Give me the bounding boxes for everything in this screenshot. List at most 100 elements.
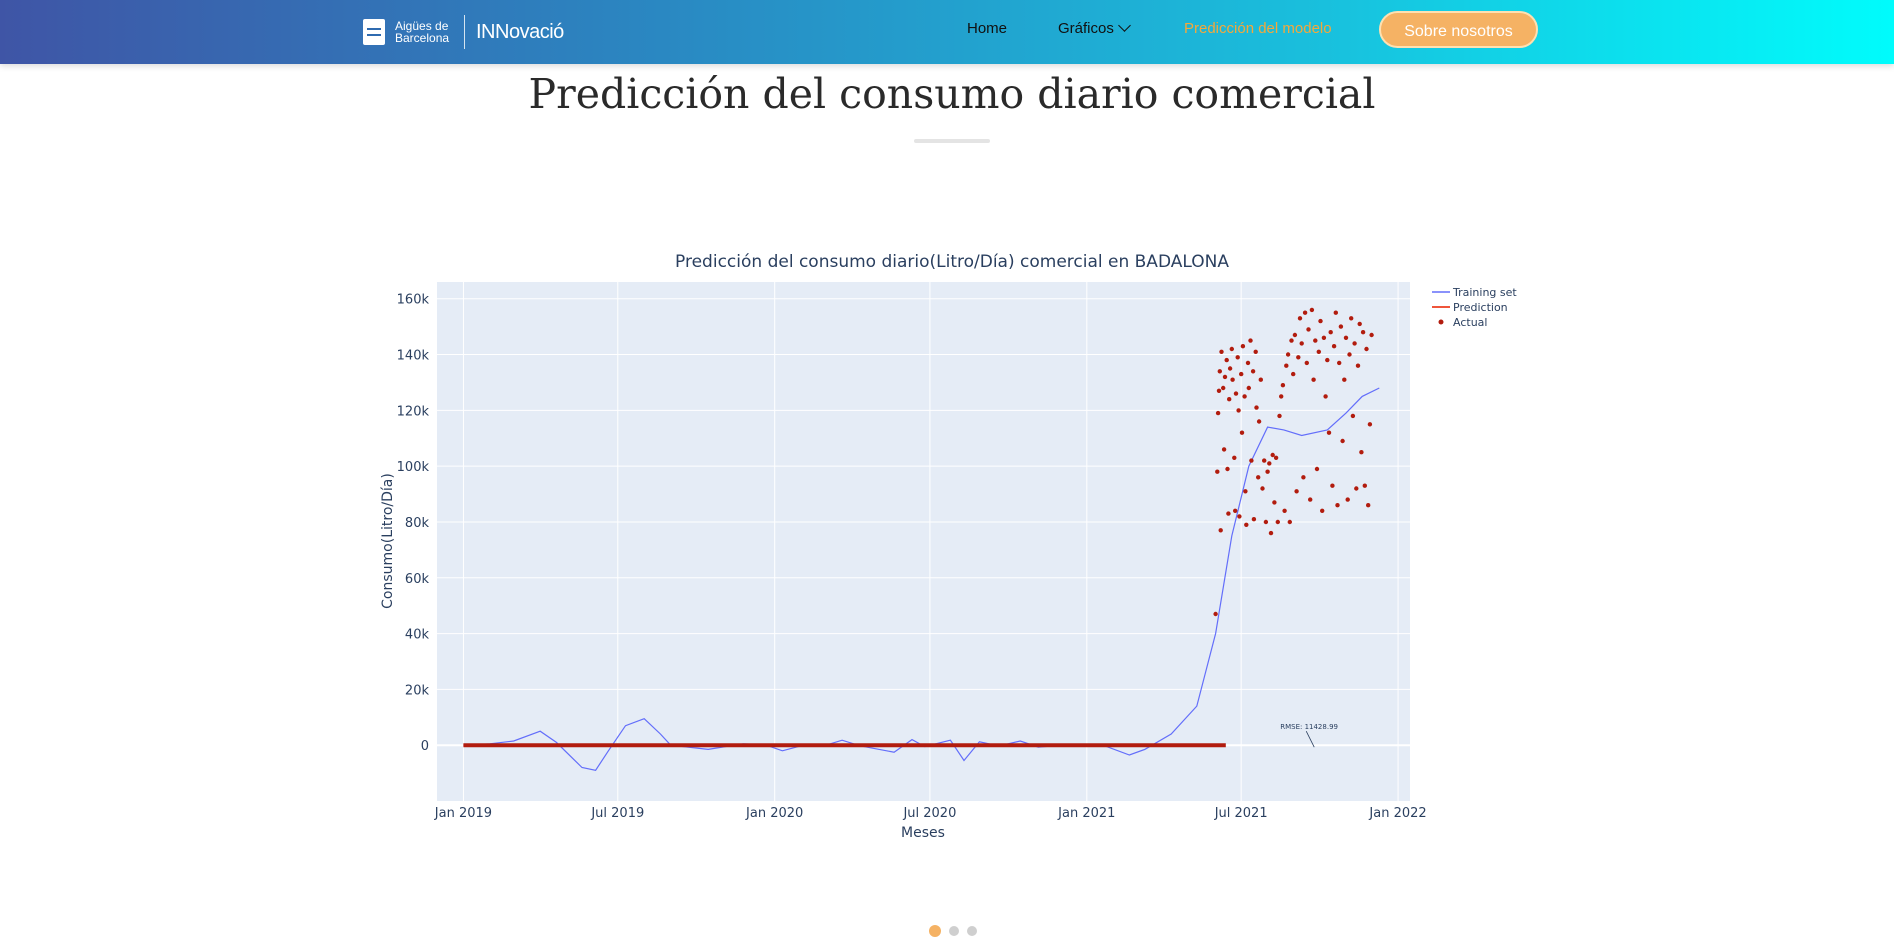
carousel-indicators xyxy=(929,925,977,937)
actual-point xyxy=(1275,519,1281,525)
actual-point xyxy=(1311,377,1316,382)
actual-point xyxy=(1345,497,1350,502)
series xyxy=(463,307,1380,771)
logo-line2: Barcelona xyxy=(395,31,450,45)
y-tick-label: 100k xyxy=(397,460,430,475)
x-tick-label: Jan 2020 xyxy=(745,806,803,821)
actual-point xyxy=(1216,388,1222,393)
actual-point xyxy=(1218,528,1223,533)
carousel-dot-2[interactable] xyxy=(949,926,959,936)
actual-point xyxy=(1335,503,1340,508)
actual-point xyxy=(1245,360,1251,366)
actual-point xyxy=(1240,344,1246,349)
aigues-logo-icon xyxy=(363,19,385,45)
actual-point xyxy=(1323,394,1328,399)
actual-point xyxy=(1320,508,1325,513)
y-tick-label: 120k xyxy=(397,404,430,419)
y-tick-label: 60k xyxy=(405,572,430,587)
nav-graficos-dropdown[interactable]: Gráficos xyxy=(1058,19,1131,37)
actual-point xyxy=(1280,383,1286,388)
actual-point xyxy=(1285,352,1291,357)
actual-point xyxy=(1333,310,1339,315)
actual-point xyxy=(1350,413,1356,419)
rmse-annotation: RMSE: 11428.99 xyxy=(1280,723,1338,731)
actual-point xyxy=(1236,408,1241,413)
x-tick-label: Jan 2019 xyxy=(434,806,492,821)
x-axis-title: Meses xyxy=(901,825,945,841)
actual-point xyxy=(1328,330,1333,335)
actual-point xyxy=(1230,377,1235,382)
actual-point xyxy=(1217,369,1223,374)
logo-line1: Aigües de xyxy=(395,19,449,33)
actual-point xyxy=(1284,363,1289,368)
y-tick-label: 140k xyxy=(397,349,430,364)
actual-point xyxy=(1306,327,1311,332)
actual-point xyxy=(1366,503,1371,508)
actual-point xyxy=(1256,419,1262,424)
actual-point xyxy=(1342,377,1347,382)
actual-point xyxy=(1277,413,1282,419)
actual-point xyxy=(1337,360,1342,366)
actual-point xyxy=(1357,321,1362,327)
actual-point xyxy=(1221,447,1227,452)
actual-point xyxy=(1340,438,1345,444)
actual-point xyxy=(1250,369,1256,374)
actual-point xyxy=(1316,349,1322,354)
actual-point xyxy=(1235,355,1240,360)
actual-point xyxy=(1225,466,1230,472)
page-title: Predicción del consumo diario comercial xyxy=(528,70,1376,118)
actual-point xyxy=(1256,475,1261,480)
chart-legend[interactable]: Training set Prediction Actual xyxy=(1432,286,1517,329)
legend-item-prediction[interactable]: Prediction xyxy=(1432,301,1508,314)
actual-point xyxy=(1287,519,1293,525)
nav-prediccion-link[interactable]: Predicción del modelo xyxy=(1184,20,1332,37)
actual-point xyxy=(1282,508,1287,513)
actual-point xyxy=(1219,349,1224,354)
y-tick-label: 40k xyxy=(405,628,430,643)
actual-point xyxy=(1325,357,1330,363)
legend-item-actual[interactable]: Actual xyxy=(1438,316,1488,329)
actual-point xyxy=(1265,469,1270,474)
innovacio-wordmark: INNovació xyxy=(476,20,564,43)
plot-area[interactable] xyxy=(437,282,1410,801)
x-tick-label: Jul 2019 xyxy=(590,806,644,821)
actual-point xyxy=(1291,371,1296,377)
actual-point xyxy=(1233,508,1238,513)
x-tick-label: Jan 2022 xyxy=(1368,806,1426,821)
actual-point xyxy=(1243,489,1248,494)
actual-point xyxy=(1227,397,1232,402)
legend-label-prediction: Prediction xyxy=(1453,301,1508,314)
actual-point xyxy=(1221,385,1226,391)
actual-point xyxy=(1308,497,1313,502)
y-axis-ticks: 0 20k 40k 60k 80k 100k 120k 140k 160k xyxy=(397,293,430,754)
actual-point xyxy=(1304,360,1310,366)
actual-point xyxy=(1232,455,1237,460)
actual-point xyxy=(1330,483,1335,488)
actual-point xyxy=(1239,371,1244,377)
x-tick-label: Jan 2021 xyxy=(1057,806,1115,821)
nav-home-link[interactable]: Home xyxy=(967,20,1008,37)
carousel-dot-3[interactable] xyxy=(967,926,977,936)
title-divider xyxy=(914,139,990,143)
brand-logo[interactable]: Aigües de Barcelona INNovació xyxy=(363,15,564,49)
actual-point xyxy=(1289,338,1294,343)
carousel-dot-1[interactable] xyxy=(929,925,941,937)
actual-point xyxy=(1369,332,1374,338)
actual-point xyxy=(1314,466,1320,472)
actual-point xyxy=(1354,486,1359,491)
actual-point xyxy=(1233,391,1239,396)
legend-item-training[interactable]: Training set xyxy=(1432,286,1517,299)
legend-label-training: Training set xyxy=(1452,286,1517,299)
actual-point xyxy=(1321,335,1327,340)
top-navbar: Aigües de Barcelona INNovació Home Gráfi… xyxy=(0,0,1894,64)
actual-point xyxy=(1229,346,1235,352)
actual-point xyxy=(1267,461,1272,466)
sobre-nosotros-button[interactable]: Sobre nosotros xyxy=(1379,11,1538,48)
actual-point xyxy=(1262,458,1267,463)
actual-point xyxy=(1359,450,1364,455)
actual-point xyxy=(1213,611,1218,617)
y-tick-label: 0 xyxy=(421,739,429,754)
actual-point xyxy=(1242,394,1247,399)
actual-point xyxy=(1268,530,1274,536)
